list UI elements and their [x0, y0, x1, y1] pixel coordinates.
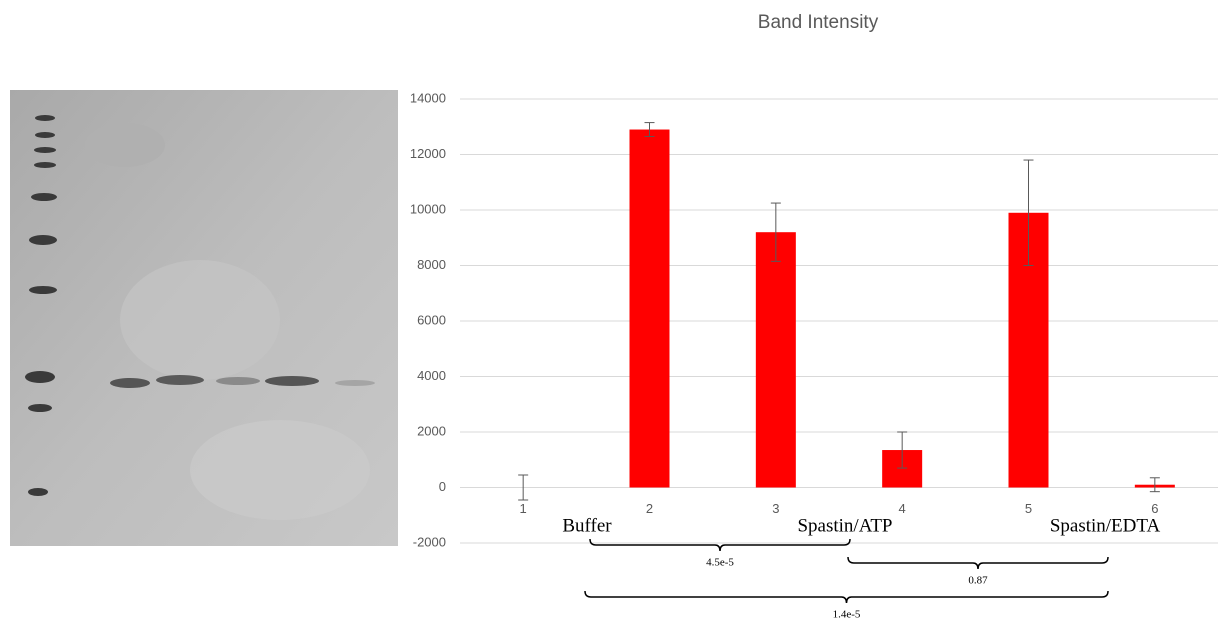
plot: -2000 0 2000 4000 6000 8000 10000 12000 14000 1 2 3… — [410, 90, 1218, 621]
gel-blot — [85, 123, 165, 167]
gel-blot — [190, 420, 370, 520]
p-value: 0.87 — [968, 575, 988, 587]
y-tick-label: 4000 — [417, 368, 446, 383]
group-label: Buffer — [562, 515, 612, 536]
ladder-band — [29, 286, 57, 294]
ladder-band — [34, 162, 56, 168]
group-label: Spastin/ATP — [797, 515, 892, 536]
sample-band — [110, 378, 150, 388]
gel-image — [10, 90, 398, 546]
bar — [755, 232, 796, 488]
y-tick-label: 14000 — [410, 90, 446, 105]
chart-title: Band Intensity — [758, 12, 879, 33]
x-tick-label: 3 — [772, 501, 779, 516]
sample-band — [265, 376, 319, 386]
ladder-band — [28, 488, 48, 496]
x-tick-label: 5 — [1025, 501, 1032, 516]
x-tick-label: 4 — [899, 501, 906, 516]
sample-band — [216, 377, 260, 385]
x-tick-label: 2 — [646, 501, 653, 516]
ladder — [25, 115, 57, 496]
bar — [629, 129, 670, 488]
p-value: 1.4e-5 — [833, 609, 861, 621]
ladder-band — [35, 132, 55, 138]
sample-bands — [110, 375, 375, 388]
y-tick-label: 2000 — [417, 423, 446, 438]
x-tick-label: 1 — [520, 501, 527, 516]
ladder-band — [28, 404, 52, 412]
ladder-band — [29, 235, 57, 245]
ladder-band — [35, 115, 55, 121]
ladder-band — [25, 371, 55, 383]
ladder-band — [31, 193, 57, 201]
y-tick-label: 6000 — [417, 312, 446, 327]
x-tick-label: 6 — [1151, 501, 1158, 516]
y-tick-label: 12000 — [410, 146, 446, 161]
y-tick-label: -2000 — [413, 534, 446, 549]
p-value: 4.5e-5 — [706, 557, 734, 569]
group-label: Spastin/EDTA — [1050, 515, 1161, 536]
sample-band — [156, 375, 204, 385]
sample-band — [335, 380, 375, 386]
ladder-band — [34, 147, 56, 153]
comparison-bracket — [589, 538, 851, 552]
gel-blot — [120, 260, 280, 380]
y-tick-label: 8000 — [417, 257, 446, 272]
y-tick-label: 0 — [439, 479, 446, 494]
y-tick-label: 10000 — [410, 201, 446, 216]
comparison-bracket — [847, 556, 1109, 570]
comparison-bracket — [584, 590, 1109, 604]
